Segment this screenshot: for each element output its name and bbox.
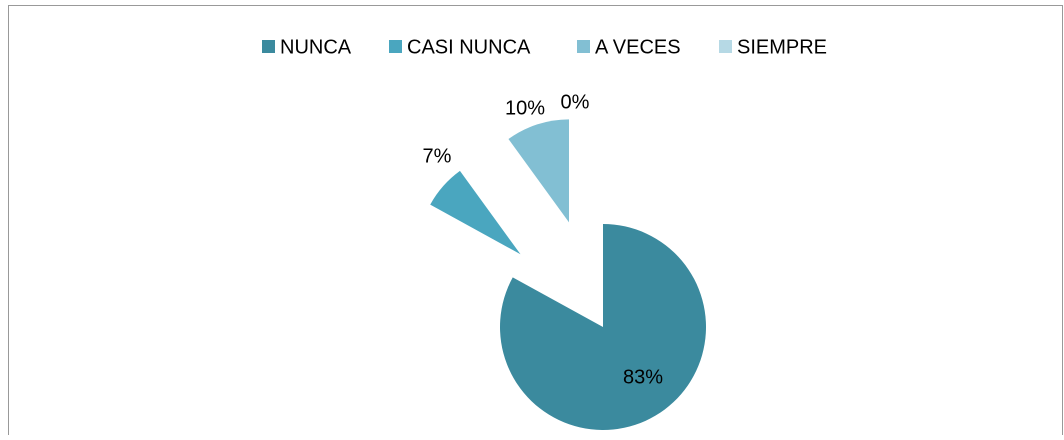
pie-slice — [430, 170, 521, 255]
data-label: 10% — [505, 97, 545, 119]
legend-swatch — [719, 40, 732, 53]
pie-slice — [500, 224, 706, 430]
legend-swatch — [262, 40, 275, 53]
legend-label: CASI NUNCA — [407, 36, 531, 58]
legend-label: SIEMPRE — [737, 36, 827, 58]
legend-swatch — [389, 40, 402, 53]
legend-swatch — [577, 40, 590, 53]
legend-label: NUNCA — [280, 36, 352, 58]
data-label: 83% — [623, 366, 663, 388]
data-label: 0% — [561, 91, 590, 113]
legend-label: A VECES — [595, 36, 681, 58]
pie-slice — [508, 119, 570, 223]
data-label: 7% — [423, 145, 452, 167]
